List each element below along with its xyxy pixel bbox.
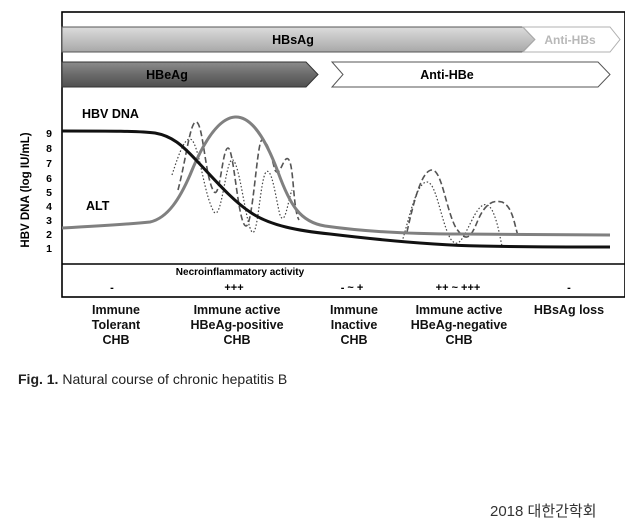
activity-level: - ~ + <box>341 282 364 294</box>
hbeag-label: HBeAg <box>146 68 188 82</box>
caption-label: Fig. 1. <box>18 371 59 387</box>
y-tick: 6 <box>46 173 52 185</box>
alt-curve <box>61 115 611 237</box>
activity-title: Necroinflammatory activity <box>176 267 305 278</box>
y-axis-label: HBV DNA (log IU/mL) <box>20 132 32 247</box>
phase-hbsag-loss: HBsAg loss <box>533 303 605 317</box>
y-tick: 8 <box>46 143 52 155</box>
activity-level: - <box>567 282 571 294</box>
alt-flare-dotted-negative <box>401 181 503 247</box>
hbv-dna-curve-label: HBV DNA <box>82 107 139 121</box>
alt-flare-dotted-active <box>171 138 293 233</box>
activity-level: +++ <box>224 282 243 294</box>
anti-hbe-bar <box>330 61 611 88</box>
activity-level: - <box>110 282 114 294</box>
y-tick: 5 <box>46 187 52 199</box>
anti-hbs-label: Anti-HBs <box>544 33 596 47</box>
caption-text: Natural course of chronic hepatitis B <box>62 371 288 387</box>
y-tick: 3 <box>46 215 52 227</box>
alt-flare-dashed-negative <box>406 169 519 238</box>
phase-immune-tolerant: Immune Tolerant CHB <box>91 303 141 347</box>
credit-text: 2018 대한간학회 <box>490 503 597 520</box>
hbeag-bar <box>61 61 319 88</box>
y-tick: 7 <box>46 158 52 170</box>
phase-immune-inactive: Immune Inactive CHB <box>330 303 378 347</box>
y-tick: 2 <box>46 229 52 241</box>
activity-level: ++ ~ +++ <box>436 282 481 294</box>
alt-flare-dashed-active <box>177 121 300 227</box>
phase-immune-active-hbeag-negative: Immune active HBeAg-negative CHB <box>410 303 508 347</box>
alt-curve-label: ALT <box>86 199 110 213</box>
plot-frame <box>61 11 625 298</box>
anti-hbs-bar <box>521 26 621 53</box>
y-tick: 1 <box>46 243 52 255</box>
phase-immune-active-hbeag-positive: Immune active HBeAg-positive CHB <box>190 303 284 347</box>
y-tick: 4 <box>46 201 52 213</box>
hbv-dna-curve <box>61 129 611 249</box>
y-tick: 9 <box>46 128 52 140</box>
figure-caption: Fig. 1. Natural course of chronic hepati… <box>18 371 287 387</box>
natural-course-figure: HBsAg Anti-HBs HBeAg Anti-HBe HBV DNA (l… <box>20 11 625 298</box>
anti-hbe-label: Anti-HBe <box>420 68 474 82</box>
hbsag-label: HBsAg <box>272 33 314 47</box>
